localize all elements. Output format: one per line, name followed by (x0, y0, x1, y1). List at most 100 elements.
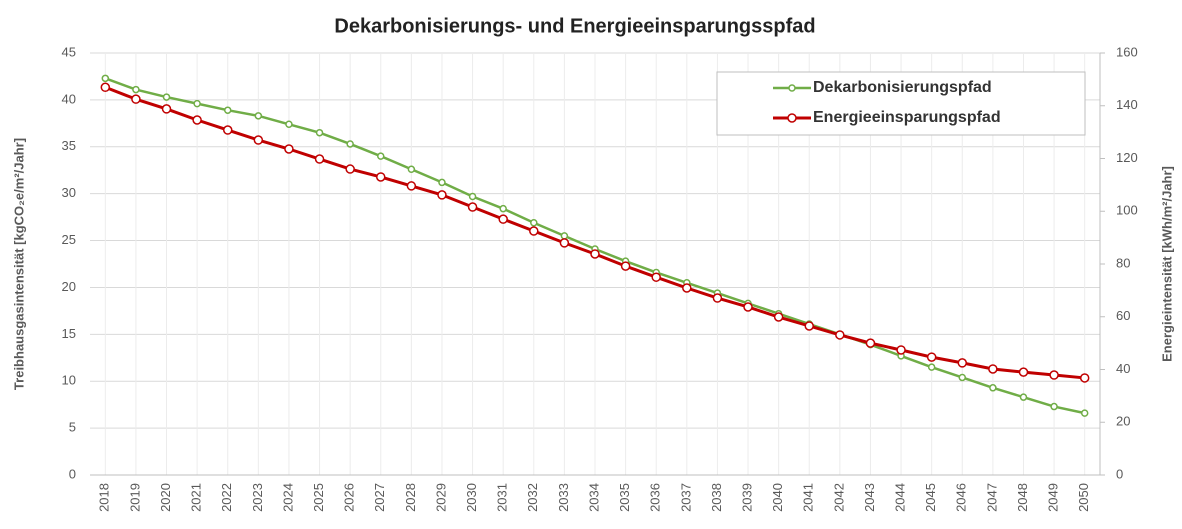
data-point (132, 85, 140, 94)
data-point (161, 104, 172, 114)
data-point (1050, 402, 1058, 411)
data-point (1018, 367, 1029, 377)
x-tick-label: 2024 (280, 483, 295, 512)
data-point (498, 214, 508, 224)
data-point (958, 373, 967, 382)
data-point (530, 218, 538, 227)
y2-tick-label: 140 (1116, 97, 1138, 112)
data-point (376, 172, 386, 182)
data-point (590, 249, 600, 259)
data-point (529, 226, 539, 236)
data-point (957, 358, 968, 368)
y-tick-label: 45 (62, 44, 76, 59)
x-tick-label: 2031 (495, 483, 510, 512)
x-tick-label: 2041 (801, 483, 816, 512)
data-point (865, 338, 876, 348)
x-tick-label: 2021 (189, 483, 204, 512)
data-point (315, 128, 324, 137)
legend-label: Dekarbonisierungspfad (813, 79, 992, 96)
legend-marker (787, 113, 797, 123)
data-point (651, 272, 661, 282)
data-point (437, 190, 447, 200)
data-point (438, 178, 446, 187)
x-tick-label: 2038 (709, 483, 724, 512)
data-point (989, 384, 997, 392)
y2-tick-label: 20 (1116, 414, 1130, 429)
x-tick-label: 2026 (342, 483, 357, 512)
data-point (223, 106, 232, 114)
y-tick-label: 15 (62, 326, 76, 341)
legend-marker (788, 84, 796, 92)
legend-label: Energieeinsparungspfad (813, 109, 1001, 126)
data-point (499, 204, 507, 213)
data-point (743, 302, 753, 312)
y-tick-label: 20 (62, 279, 76, 294)
x-tick-label: 2034 (586, 483, 601, 512)
x-tick-label: 2037 (678, 483, 693, 512)
y2-axis-label: Energieintensität [kWh/m²/Jahr] (1159, 166, 1174, 362)
x-tick-label: 2036 (648, 483, 663, 512)
x-tick-label: 2035 (617, 483, 632, 512)
x-tick-label: 2040 (770, 483, 785, 512)
x-tick-label: 2044 (892, 483, 907, 512)
x-tick-label: 2022 (219, 483, 234, 512)
x-tick-label: 2018 (97, 483, 112, 512)
data-point (314, 154, 325, 164)
x-tick-label: 2020 (158, 483, 173, 512)
x-tick-label: 2033 (556, 483, 571, 512)
data-point (773, 312, 784, 322)
data-point (131, 94, 141, 104)
x-tick-label: 2030 (464, 483, 479, 512)
data-point (407, 165, 416, 174)
x-tick-label: 2023 (250, 483, 265, 512)
y-axis-label: Treibhausgasintensität [kgCO₂e/m²/Jahr] (11, 138, 26, 390)
legend-box (716, 71, 1086, 136)
data-point (1080, 409, 1089, 417)
x-tick-label: 2028 (403, 483, 418, 512)
y-tick-label: 25 (62, 232, 76, 247)
y-tick-label: 40 (62, 91, 76, 106)
x-tick-label: 2025 (311, 483, 326, 512)
data-point (1079, 373, 1090, 383)
y-tick-label: 0 (69, 466, 76, 481)
data-point (345, 164, 355, 174)
x-tick-label: 2027 (372, 483, 387, 512)
data-point (559, 238, 570, 248)
data-point (285, 120, 293, 129)
data-point (284, 144, 294, 154)
x-tick-label: 2029 (433, 483, 448, 512)
data-point (254, 112, 263, 120)
data-point (406, 181, 417, 191)
x-tick-label: 2049 (1046, 483, 1061, 512)
data-point (193, 99, 201, 108)
data-point (1049, 370, 1059, 380)
x-tick-label: 2032 (525, 483, 540, 512)
data-point (560, 232, 569, 240)
y-tick-label: 10 (62, 373, 76, 388)
x-tick-label: 2019 (127, 483, 142, 512)
chart-title: Dekarbonisierungs- und Energieeinsparung… (334, 15, 815, 37)
y2-tick-label: 100 (1116, 203, 1138, 218)
y2-tick-label: 120 (1116, 150, 1138, 165)
data-point (253, 135, 264, 145)
data-point (468, 192, 477, 201)
data-point (222, 125, 233, 135)
data-point (835, 330, 845, 340)
y2-tick-label: 60 (1116, 308, 1130, 323)
x-tick-label: 2048 (1015, 483, 1030, 512)
data-point (927, 363, 936, 371)
data-point (682, 283, 692, 293)
data-point (192, 115, 202, 125)
data-point (1019, 393, 1028, 401)
y2-tick-label: 0 (1116, 466, 1123, 481)
data-point (712, 293, 723, 303)
y-tick-label: 35 (62, 138, 76, 153)
data-point (100, 82, 111, 93)
data-point (467, 202, 478, 212)
x-tick-label: 2047 (984, 483, 999, 512)
data-point (926, 352, 937, 362)
x-tick-label: 2043 (862, 483, 877, 512)
x-tick-label: 2042 (831, 483, 846, 512)
y2-tick-label: 40 (1116, 361, 1130, 376)
